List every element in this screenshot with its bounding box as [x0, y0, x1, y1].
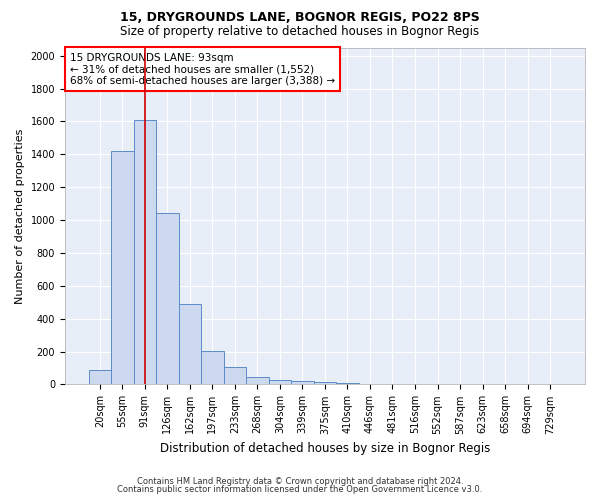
Text: 15 DRYGROUNDS LANE: 93sqm
← 31% of detached houses are smaller (1,552)
68% of se: 15 DRYGROUNDS LANE: 93sqm ← 31% of detac… [70, 52, 335, 86]
Bar [134, 120, 156, 384]
X-axis label: Distribution of detached houses by size in Bognor Regis: Distribution of detached houses by size … [160, 442, 490, 455]
Text: Contains public sector information licensed under the Open Government Licence v3: Contains public sector information licen… [118, 485, 482, 494]
Bar [224, 367, 246, 384]
Bar [314, 382, 336, 384]
Bar [246, 377, 269, 384]
Text: Size of property relative to detached houses in Bognor Regis: Size of property relative to detached ho… [121, 24, 479, 38]
Bar [156, 212, 179, 384]
Y-axis label: Number of detached properties: Number of detached properties [15, 128, 25, 304]
Bar [336, 383, 359, 384]
Bar [179, 304, 201, 384]
Bar [291, 381, 314, 384]
Text: 15, DRYGROUNDS LANE, BOGNOR REGIS, PO22 8PS: 15, DRYGROUNDS LANE, BOGNOR REGIS, PO22 … [120, 11, 480, 24]
Bar [201, 351, 224, 384]
Bar [89, 370, 111, 384]
Text: Contains HM Land Registry data © Crown copyright and database right 2024.: Contains HM Land Registry data © Crown c… [137, 477, 463, 486]
Bar [269, 380, 291, 384]
Bar [111, 151, 134, 384]
